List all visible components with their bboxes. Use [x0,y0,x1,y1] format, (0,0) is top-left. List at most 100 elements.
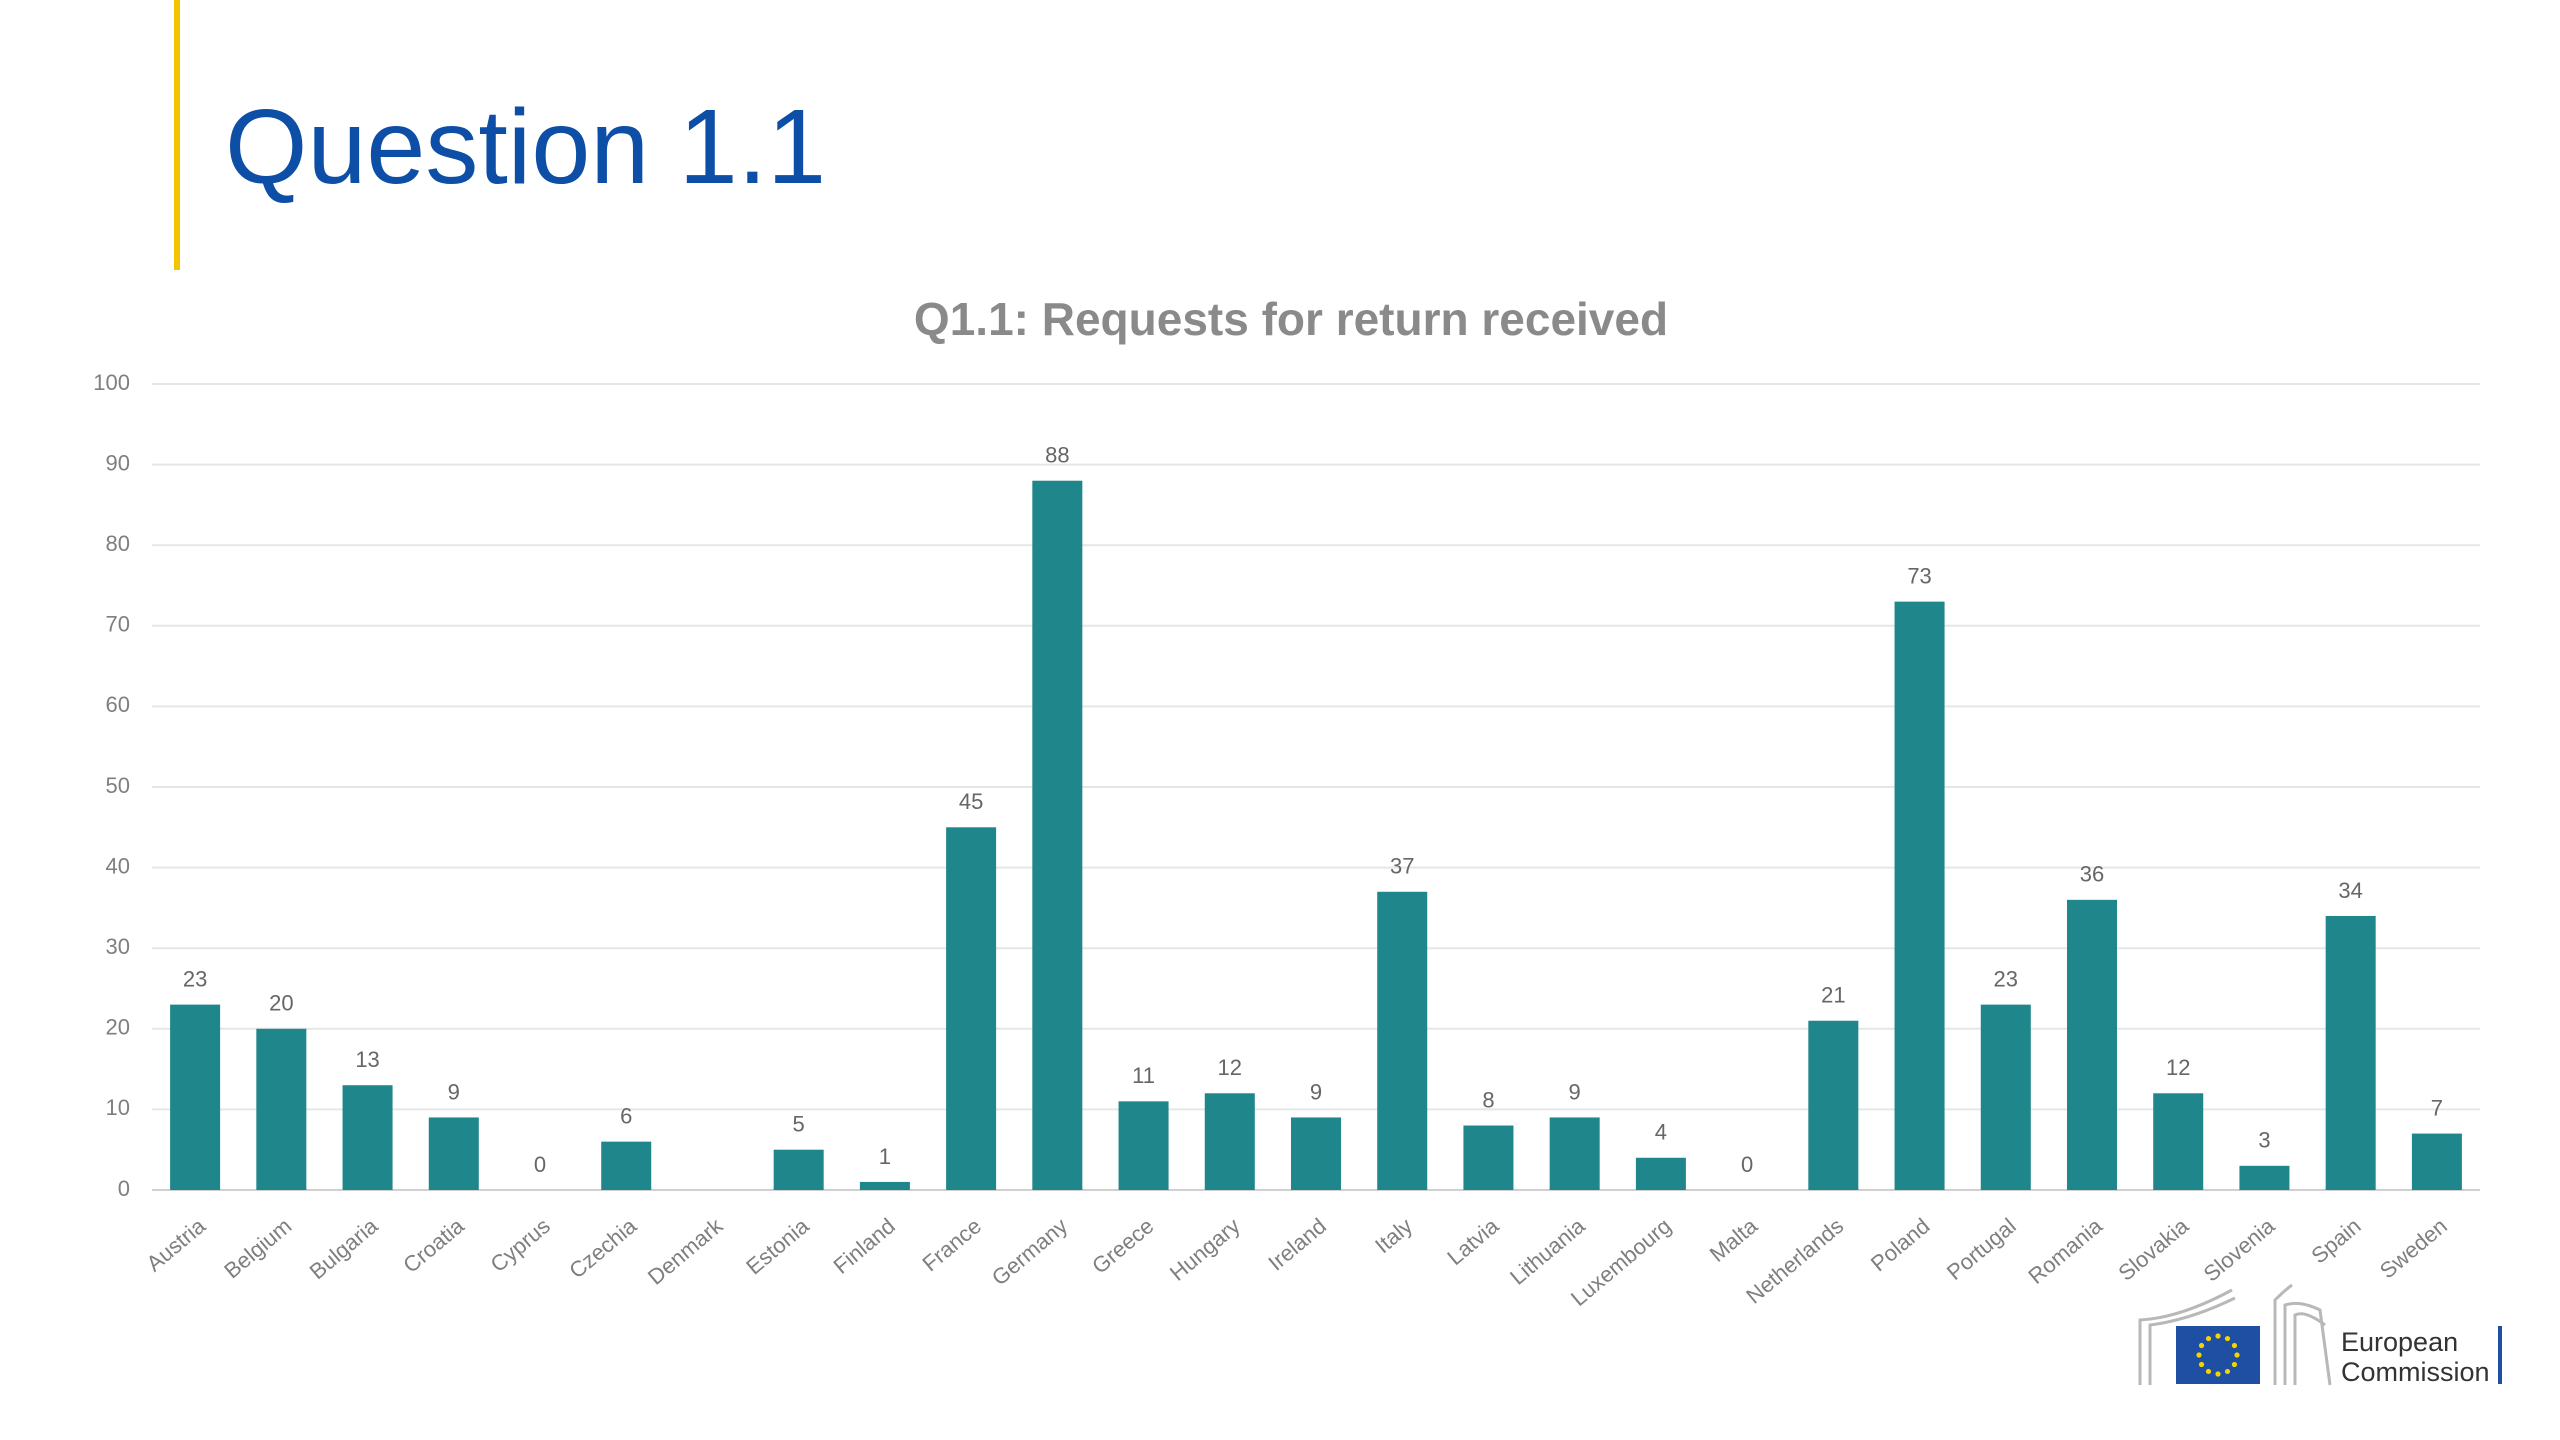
x-tick-label: Portugal [1942,1213,2021,1285]
bar [2239,1165,2290,1190]
value-label: 0 [534,1152,546,1177]
value-label: 23 [1994,966,2018,991]
chart-title: Q1.1: Requests for return received [914,293,1668,345]
star [2224,1368,2231,1375]
x-tick-label: Greece [1087,1213,1158,1279]
value-label: 45 [959,789,983,814]
y-tick-label: 70 [106,612,130,637]
star [2231,1342,2238,1349]
x-tick-label: Croatia [398,1213,469,1278]
x-tick-label: Czechia [564,1213,642,1284]
bar [428,1117,479,1190]
bar [946,827,997,1190]
x-tick-label: Slovakia [2113,1213,2193,1286]
value-label: 1 [879,1144,891,1169]
x-tick-label: Sweden [2375,1213,2452,1283]
x-tick-label: Spain [2306,1213,2365,1268]
star [2196,1352,2202,1358]
x-tick-label: Lithuania [1505,1213,1590,1290]
bar [170,1004,221,1190]
star [2234,1352,2240,1358]
eu-stars [2196,1333,2240,1377]
star [2205,1335,2212,1342]
star [2198,1342,2205,1349]
value-label: 20 [269,991,293,1016]
bar [1290,1117,1342,1190]
x-tick-label: Bulgaria [305,1213,383,1285]
x-tick-label: Denmark [643,1212,728,1289]
y-tick-label: 30 [106,934,130,959]
star [2215,1371,2221,1377]
bar [342,1085,393,1190]
x-tick-label: Italy [1370,1213,1417,1258]
bar [1204,1093,1255,1190]
y-tick-label: 20 [106,1015,130,1040]
x-tick-label: Finland [828,1213,899,1279]
value-label: 73 [1907,563,1931,588]
y-tick-label: 90 [106,450,130,475]
star [2198,1361,2205,1368]
bar [1549,1117,1600,1190]
x-tick-label: Hungary [1165,1213,1245,1286]
logo-building [2138,1283,2332,1386]
value-label: 6 [620,1103,632,1128]
y-tick-label: 80 [106,531,130,556]
value-label: 12 [2166,1055,2190,1080]
star [2224,1335,2231,1342]
bar [1118,1101,1169,1190]
value-label: 88 [1045,443,1069,468]
bar [773,1149,824,1190]
star [2231,1361,2238,1368]
y-tick-label: 40 [106,853,130,878]
logo-text: Commission [2341,1357,2490,1387]
bar [2325,915,2376,1190]
x-tick-label: Slovenia [2199,1213,2280,1287]
star [2215,1333,2221,1339]
value-label: 8 [1482,1087,1494,1112]
star [2205,1368,2212,1375]
bar [2411,1133,2462,1190]
value-label: 3 [2258,1128,2270,1153]
logo: European Commission [2138,1283,2502,1387]
x-tick-label: Austria [142,1213,211,1277]
value-label: 5 [793,1112,805,1137]
value-label: 9 [448,1079,460,1104]
value-label: 9 [1310,1079,1322,1104]
value-label: 7 [2431,1095,2443,1120]
bar [2153,1093,2204,1190]
x-tick-label: Latvia [1442,1213,1504,1270]
x-tick-label: Romania [2023,1213,2107,1289]
y-tick-label: 100 [93,370,130,395]
bar [1463,1125,1514,1190]
x-tick-label: Poland [1866,1213,1935,1276]
bar [1980,1004,2031,1190]
bar [859,1181,910,1190]
bar [1377,891,1428,1190]
logo-rule [2498,1326,2502,1384]
bar [1894,601,1945,1190]
y-tick-label: 0 [118,1176,130,1201]
x-tick-label: Estonia [741,1213,814,1280]
value-label: 13 [355,1047,379,1072]
bar [1808,1020,1859,1190]
y-tick-label: 10 [106,1095,130,1120]
value-label: 9 [1569,1079,1581,1104]
bar [601,1141,652,1190]
bar [2066,899,2118,1190]
bar [1032,480,1083,1191]
value-label: 12 [1218,1055,1242,1080]
y-tick-label: 50 [106,773,130,798]
x-tick-label: France [918,1213,987,1276]
value-label: 34 [2338,878,2362,903]
value-label: 36 [2080,862,2104,887]
value-label: 11 [1132,1063,1155,1088]
bar [1635,1157,1686,1190]
logo-text: European [2341,1327,2458,1357]
x-tick-label: Germany [987,1213,1072,1290]
accent-bar [174,0,180,270]
value-label: 21 [1821,983,1845,1008]
value-label: 4 [1655,1120,1667,1145]
value-label: 37 [1390,854,1414,879]
x-tick-label: Ireland [1263,1213,1331,1275]
